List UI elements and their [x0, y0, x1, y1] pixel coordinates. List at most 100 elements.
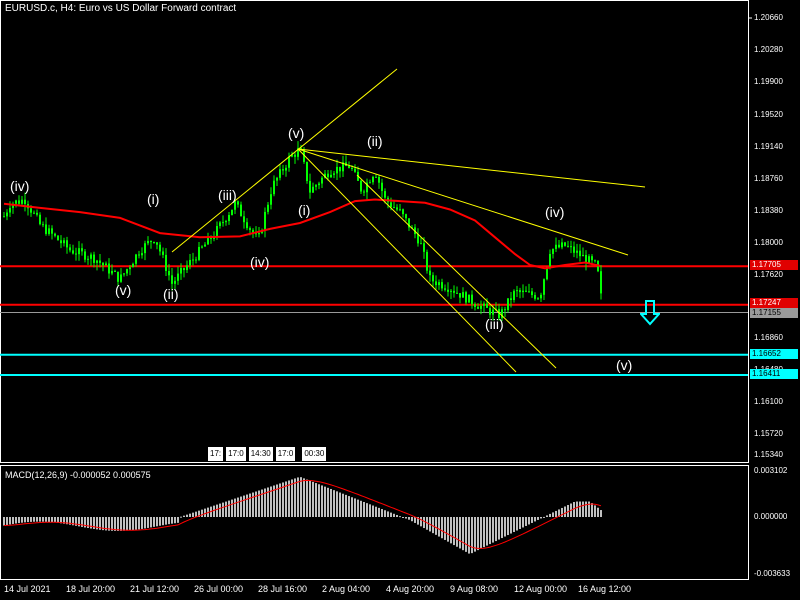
price-axis[interactable]: 1.20660 1.20280 1.19900 1.19520 1.19140 … — [748, 0, 800, 580]
macd-histogram-bar — [57, 517, 59, 523]
candle-body — [288, 156, 290, 168]
macd-title: MACD(12,26,9) -0.000052 0.000575 — [5, 470, 151, 480]
macd-histogram-bar — [357, 499, 359, 517]
macd-histogram-bar — [456, 517, 458, 547]
candle-body — [507, 298, 509, 311]
macd-histogram-bar — [501, 517, 503, 539]
candle-body — [33, 212, 35, 214]
macd-histogram-bar — [285, 481, 287, 517]
macd-histogram-bar — [33, 517, 35, 522]
macd-histogram-bar — [141, 517, 143, 529]
candle-body — [66, 240, 68, 248]
candle-body — [189, 259, 191, 266]
candle-body — [393, 206, 395, 208]
macd-histogram-bar — [378, 507, 380, 517]
macd-histogram-bar — [213, 505, 215, 517]
candle-body — [456, 292, 458, 294]
candle-body — [153, 242, 155, 244]
macd-histogram-bar — [312, 481, 314, 517]
wave-label-ii-down: (ii) — [367, 133, 383, 149]
candle-body — [339, 166, 341, 172]
macd-histogram-bar — [258, 490, 260, 517]
macd-tick-label: 0.003102 — [754, 466, 788, 475]
wave-label-iv-down: (iv) — [545, 204, 565, 220]
candle-body — [252, 229, 254, 234]
candle-body — [504, 309, 506, 311]
time-tick-label: 4 Aug 20:00 — [386, 584, 435, 594]
candle-body — [318, 183, 320, 186]
macd-histogram-bar — [315, 483, 317, 517]
macd-histogram-bar — [255, 491, 257, 517]
macd-histogram-bar — [531, 517, 533, 523]
candle-body — [36, 212, 38, 215]
time-tick-label: 14 Jul 2021 — [4, 584, 51, 594]
candle-body — [327, 173, 329, 178]
candle-body — [231, 209, 233, 215]
candle-body — [144, 243, 146, 254]
macd-histogram-bar — [81, 517, 83, 527]
wave-label-iv-minor: (iv) — [10, 178, 30, 194]
price-tick-label: 1.19140 — [754, 142, 783, 151]
macd-histogram-bar — [372, 505, 374, 517]
macd-histogram-bar — [534, 517, 536, 522]
candle-body — [438, 282, 440, 286]
candle-body — [369, 182, 371, 184]
candle-body — [537, 298, 539, 300]
period-chip[interactable]: 17:0 — [225, 447, 247, 461]
candle-body — [402, 209, 404, 215]
candle-body — [531, 291, 533, 296]
period-chip[interactable]: 00:30 — [301, 447, 328, 461]
candle-body — [498, 308, 500, 319]
macd-histogram-bar — [540, 517, 542, 519]
macd-histogram-bar — [420, 517, 422, 527]
macd-histogram-bar — [276, 484, 278, 517]
period-chip[interactable]: 17: — [207, 447, 225, 461]
macd-histogram-bar — [483, 517, 485, 548]
candle-body — [147, 240, 149, 244]
period-chip[interactable]: 17:0 — [274, 447, 297, 461]
candle-body — [489, 307, 491, 315]
candle-body — [9, 207, 11, 213]
macd-histogram-bar — [237, 497, 239, 517]
candle-body — [282, 169, 284, 171]
candle-body — [525, 290, 527, 292]
trendline-lower-b — [356, 174, 557, 369]
price-tag-support-1: 1.16652 — [750, 349, 798, 359]
candle-body — [405, 214, 407, 219]
candle-body — [432, 275, 434, 282]
macd-histogram-bar — [558, 509, 560, 517]
macd-histogram-bar — [348, 496, 350, 517]
down-arrow-icon[interactable] — [640, 300, 660, 326]
macd-histogram-bar — [522, 517, 524, 528]
candle-body — [135, 254, 137, 264]
candle-body — [552, 248, 554, 254]
candle-body — [588, 256, 590, 264]
macd-histogram-bar — [354, 498, 356, 517]
macd-histogram-bar — [495, 517, 497, 542]
macd-histogram-bar — [555, 510, 557, 517]
period-chip[interactable]: 14:30 — [247, 447, 274, 461]
macd-histogram-bar — [12, 517, 14, 524]
macd-histogram-bar — [9, 517, 11, 525]
macd-histogram-bar — [504, 517, 506, 537]
macd-histogram-bar — [198, 510, 200, 517]
macd-histogram-bar — [240, 496, 242, 517]
candle-body — [51, 228, 53, 234]
macd-histogram-bar — [336, 491, 338, 517]
trendline-upper-a — [171, 68, 398, 253]
candle-body — [225, 221, 227, 223]
candle-body — [384, 191, 386, 198]
candle-body — [105, 263, 107, 266]
chart-title: EURUSD.c, H4: Euro vs US Dollar Forward … — [5, 3, 237, 14]
macd-histogram-bar — [561, 507, 563, 517]
macd-histogram-bar — [591, 503, 593, 517]
candle-body — [561, 242, 563, 248]
macd-histogram-bar — [333, 490, 335, 517]
candle-body — [264, 211, 266, 231]
candle-body — [285, 167, 287, 171]
macd-histogram-bar — [123, 517, 125, 531]
candle-body — [150, 240, 152, 243]
candle-body — [441, 282, 443, 289]
candle-body — [3, 216, 5, 218]
